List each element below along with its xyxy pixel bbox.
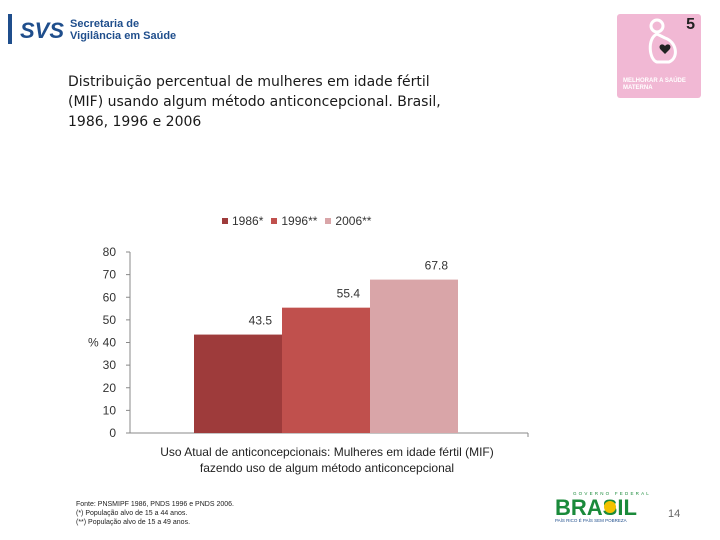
x-axis-label-line-2: fazendo uso de algum método anticoncepci… <box>199 461 455 475</box>
y-tick-label-80: 80 <box>103 245 117 259</box>
data-label-1996: 55.4 <box>337 287 361 301</box>
bar-chart: 0 10 20 30 40 50 60 70 80% 43.5 55.4 67.8 <box>88 245 529 440</box>
mdg-caption-line-2: MATERNA <box>623 85 653 91</box>
y-tick-label-20: 20 <box>103 381 117 395</box>
legend-swatch-1996 <box>271 218 278 224</box>
brand-flag-circle <box>604 501 616 513</box>
pregnant-woman-icon <box>648 18 677 64</box>
y-tick-label-0: 0 <box>109 426 116 440</box>
legend-swatch-1986 <box>222 218 228 224</box>
footnote-2006: (**) População alvo de 15 a 49 anos. <box>76 519 191 526</box>
logo-line-2: Vigilância em Saúde <box>70 30 177 42</box>
mdg-caption-line-1: MELHORAR A SAÚDE <box>623 78 686 84</box>
chart-title: Distribuição percentual de mulheres em i… <box>68 72 488 132</box>
y-tick-label-10: 10 <box>103 403 117 417</box>
y-tick-label-60: 60 <box>103 290 117 304</box>
legend-label-1996: 1996** <box>281 214 318 228</box>
logo-line-1: Secretaria de <box>70 18 140 30</box>
legend-swatch-2006 <box>325 218 332 224</box>
y-tick-label-70: 70 <box>103 268 117 282</box>
legend-label-2006: 2006** <box>335 214 372 228</box>
svs-logo-text: SVS <box>20 18 64 42</box>
y-tick-label-30: 30 <box>103 358 117 372</box>
brand-slogan: PAÍS RICO É PAÍS SEM POBREZA <box>555 517 627 523</box>
title-line-1: Distribuição percentual de mulheres em i… <box>68 74 430 90</box>
page-number: 14 <box>668 508 681 520</box>
x-axis-label: Uso Atual de anticoncepcionais: Mulheres… <box>122 444 532 476</box>
bar-1996 <box>282 307 370 433</box>
y-tick-label-50: 50 <box>103 313 117 327</box>
chart-legend: 1986* 1996** 2006** <box>222 214 371 228</box>
brand-top-text: GOVERNO FEDERAL <box>573 491 651 496</box>
svs-logo-caption: Secretaria de Vigilância em Saúde <box>70 18 176 42</box>
brasil-government-logo: GOVERNO FEDERAL BRASIL PAÍS RICO É PAÍS … <box>555 491 651 523</box>
legend-item-2006: 2006** <box>325 214 371 228</box>
legend-item-1986: 1986* <box>222 214 263 228</box>
data-label-1986: 43.5 <box>249 314 273 328</box>
source-footnote: Fonte: PNSMIPF 1986, PNDS 1996 e PNDS 20… <box>76 500 234 527</box>
y-axis-label: % <box>88 336 99 350</box>
x-axis-label-line-1: Uso Atual de anticoncepcionais: Mulheres… <box>160 445 494 459</box>
mdg-goal-badge: 5 MELHORAR A SAÚDE MATERNA <box>617 14 701 98</box>
brand-word: BRASIL <box>555 495 637 520</box>
data-label-2006: 67.8 <box>425 259 449 273</box>
bar-1986 <box>194 334 282 433</box>
legend-item-1996: 1996** <box>271 214 317 228</box>
title-line-2: (MIF) usando algum método anticoncepcion… <box>68 94 441 110</box>
footnote-source: Fonte: PNSMIPF 1986, PNDS 1996 e PNDS 20… <box>76 501 234 508</box>
y-tick-label-40: 40 <box>103 336 117 350</box>
footnote-1986: (*) População alvo de 15 a 44 anos. <box>76 510 188 517</box>
svs-logo-icon: SVS <box>20 18 64 42</box>
title-line-3: 1986, 1996 e 2006 <box>68 114 202 130</box>
mdg-caption: MELHORAR A SAÚDE MATERNA <box>623 78 686 92</box>
logo-accent-bar <box>8 14 12 44</box>
heart-icon <box>659 44 671 54</box>
legend-label-1986: 1986* <box>232 214 264 228</box>
mdg-number: 5 <box>686 16 695 33</box>
bar-2006 <box>370 279 458 433</box>
